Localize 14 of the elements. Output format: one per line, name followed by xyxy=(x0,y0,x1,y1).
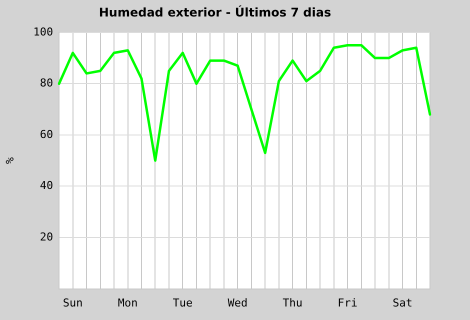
x-tick-label: Thu xyxy=(282,296,303,310)
chart-title: Humedad exterior - Últimos 7 dias xyxy=(98,4,332,20)
x-tick-label: Mon xyxy=(118,296,138,310)
y-tick-label: 80 xyxy=(40,76,54,90)
x-tick-label: Sat xyxy=(392,296,412,310)
y-tick-label: 60 xyxy=(40,128,54,141)
x-tick-label: Sun xyxy=(62,296,83,310)
y-tick-label: 40 xyxy=(40,179,54,192)
y-tick-label: 100 xyxy=(33,25,54,38)
x-tick-label: Tue xyxy=(172,296,193,310)
y-axis-title: % xyxy=(3,156,16,164)
x-tick-label: Fri xyxy=(338,296,358,310)
x-tick-label: Wed xyxy=(228,296,248,310)
y-tick-label: 20 xyxy=(40,230,54,244)
